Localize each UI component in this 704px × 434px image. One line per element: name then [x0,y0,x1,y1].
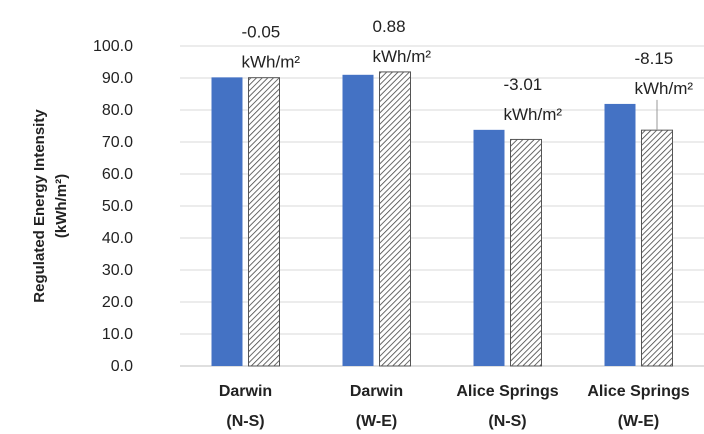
x-category-label: (N-S) [488,413,526,430]
difference-label: -0.05 [242,22,281,41]
annotations: -0.05 kWh/m² 0.88 kWh/m² -3.01 kWh/m² -8.15 kWh… [242,17,694,131]
x-category-label: (W-E) [356,413,397,430]
y-tick-label: 30.0 [102,262,133,279]
y-tick-label: 40.0 [102,230,133,247]
bar-solid [211,77,243,367]
difference-label: kWh/m² [635,79,694,98]
x-category-label: (W-E) [618,413,659,430]
difference-label: -8.15 [635,49,674,68]
bar-solid [604,103,636,367]
bar-hatched [641,129,673,367]
y-tick-label: 80.0 [102,102,133,119]
difference-label: kWh/m² [242,52,301,71]
difference-label: kWh/m² [504,105,563,124]
bar-solid [342,74,374,367]
x-category-label: Alice Springs [456,383,558,400]
y-tick-label: 10.0 [102,326,133,343]
difference-label: 0.88 [373,17,406,36]
y-tick-label: 90.0 [102,70,133,87]
y-tick-label: 0.0 [111,358,133,375]
x-category-label: Darwin [350,383,403,400]
bars [211,71,673,367]
bar-hatched [510,138,542,367]
y-axis-label-line: Regulated Energy Intensity [31,109,48,303]
x-category-label: Darwin [219,383,272,400]
y-tick-label: 100.0 [93,38,133,55]
y-tick-label: 70.0 [102,134,133,151]
y-tick-labels: 0.0 10.0 20.0 30.0 40.0 50.0 60.0 70.0 80.0 90.0 1… [93,38,133,375]
y-axis-label-line: (kWh/m²) [53,174,70,238]
difference-label: -3.01 [504,75,543,94]
y-axis-label: Regulated Energy Intensity (kWh/m²) [31,109,70,303]
x-category-labels: Darwin (N-S) Darwin (W-E) Alice Springs (N-S)… [219,383,690,430]
bar-hatched [248,77,280,367]
difference-label: kWh/m² [373,47,432,66]
y-tick-label: 20.0 [102,294,133,311]
y-tick-label: 50.0 [102,198,133,215]
y-tick-label: 60.0 [102,166,133,183]
bar-solid [473,129,505,366]
x-category-label: (N-S) [226,413,264,430]
x-category-label: Alice Springs [587,383,689,400]
bar-hatched [379,71,411,367]
